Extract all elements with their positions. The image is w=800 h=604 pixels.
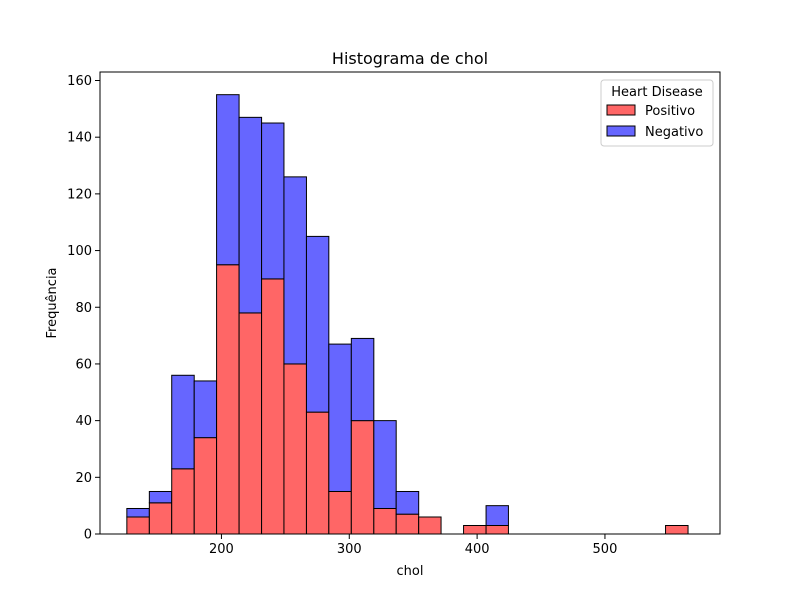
legend: Heart Disease Positivo Negativo [600,79,714,147]
y-tick-label-2: 40 [75,414,92,429]
legend-label-positivo: Positivo [645,104,695,119]
legend-label-negativo: Negativo [645,125,703,140]
y-tick-label-3: 60 [75,357,92,372]
bar-negativo-7 [283,176,307,365]
x-tick-label-0: 200 [209,542,234,557]
bars-layer [126,94,689,535]
bar-negativo-4 [216,94,240,266]
ticks-layer: 200 300 400 500 0 20 40 60 80 100 120 140 160 [67,74,617,557]
legend-title: Heart Disease [611,85,702,100]
x-tick-label-1: 300 [337,542,362,557]
legend-swatch-negativo [606,125,636,137]
bar-positivo-24 [665,524,689,535]
chart-title: Histograma de chol [332,49,488,68]
y-tick-label-6: 120 [67,187,92,202]
bar-positivo-1 [148,502,173,535]
y-tick-label-7: 140 [67,131,92,146]
bar-positivo-5 [238,312,263,535]
y-axis-label: Frequência [45,267,60,338]
bar-positivo-11 [373,507,397,535]
bar-positivo-4 [216,264,240,535]
bar-positivo-2 [171,468,195,535]
bar-negativo-3 [193,380,218,439]
bar-positivo-15 [463,524,487,535]
bar-positivo-7 [283,363,307,535]
bar-positivo-13 [418,516,442,535]
bar-negativo-8 [305,235,330,413]
bar-positivo-6 [261,278,285,535]
bar-negativo-11 [373,420,397,509]
bar-negativo-6 [261,122,285,280]
x-axis-label: chol [397,564,424,579]
bar-negativo-5 [238,116,263,314]
y-tick-label-4: 80 [75,301,92,316]
bar-negativo-16 [485,505,509,526]
x-tick-label-3: 500 [593,542,618,557]
bar-positivo-0 [126,516,150,535]
legend-swatch-positivo [606,104,636,116]
bar-positivo-10 [350,420,375,535]
y-tick-label-8: 160 [67,74,92,89]
y-tick-label-0: 0 [84,528,92,543]
x-tick-label-2: 400 [465,542,490,557]
bar-positivo-3 [193,437,218,535]
plot-frame [99,71,721,535]
bar-negativo-1 [148,490,173,504]
axes-layer [99,71,721,535]
bar-negativo-0 [126,507,150,518]
bar-positivo-16 [485,524,509,535]
bar-negativo-2 [171,374,195,470]
y-tick-label-1: 20 [75,471,92,486]
bar-negativo-12 [395,490,420,515]
bar-negativo-9 [328,343,352,492]
bar-positivo-12 [395,513,420,535]
bar-positivo-8 [305,411,330,535]
bar-negativo-10 [350,337,375,422]
y-tick-label-5: 100 [67,244,92,259]
bar-positivo-9 [328,490,352,535]
